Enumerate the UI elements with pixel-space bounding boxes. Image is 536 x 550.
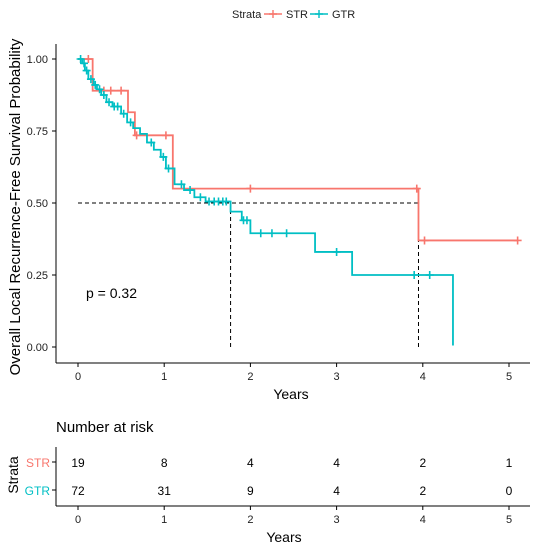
risk-x-ticks: 0 1 2 3 4 5 [75,506,512,526]
censor-mark-gtr [76,55,85,63]
legend-title: Strata [232,9,262,21]
censor-mark-gtr [99,91,108,99]
censor-mark-gtr [410,271,419,279]
censor-mark-gtr [119,109,128,118]
censor-mark-str [117,86,126,95]
censor-mark-gtr [177,180,186,189]
risk-cell: 4 [333,484,340,498]
km-curve-str [78,58,518,242]
risk-x-tick-label: 4 [420,514,426,526]
y-tick-label: 0.50 [27,198,48,210]
risk-x-tick-label: 5 [506,514,512,526]
censor-mark-gtr [186,186,195,195]
risk-cell: 19 [71,456,85,470]
risk-x-tick-label: 0 [75,514,81,526]
censor-mark-gtr [91,80,100,89]
censor-mark-gtr [95,85,104,94]
censor-mark-str [412,184,421,193]
x-tick-label: 2 [247,371,253,383]
censor-mark-str [161,131,170,140]
y-ticks: 0.00 0.25 0.50 0.75 1.00 [27,54,56,354]
risk-x-tick-label: 1 [161,514,167,526]
risk-table-x-title: Years [266,529,301,545]
risk-cell: 4 [247,456,254,470]
x-tick-label: 5 [506,371,512,383]
risk-row-label-gtr: GTR [25,484,51,498]
risk-cell: 2 [419,456,426,470]
legend-gtr-cross-icon [315,10,323,18]
censor-mark-gtr [242,216,251,225]
censor-mark-gtr [159,152,168,161]
censor-mark-gtr [113,102,122,111]
censor-mark-gtr [267,229,276,238]
risk-table-y-title: Strata [5,456,21,494]
risk-cell: 31 [158,484,172,498]
x-tick-label: 4 [420,371,426,383]
censor-mark-gtr [164,164,173,173]
censor-mark-gtr [256,229,265,238]
y-axis-title: Overall Local Recurrence-Free Survival P… [7,38,24,375]
censor-mark-gtr [86,75,95,84]
censor-mark-gtr [126,118,135,127]
risk-row-label-str: STR [26,456,50,470]
censor-mark-str [106,86,115,95]
censor-mark-gtr [425,271,434,279]
censor-mark-str [246,184,255,193]
x-axis-title: Years [273,386,308,402]
risk-cell: 9 [247,484,254,498]
censor-mark-gtr [80,59,89,68]
x-ticks: 0 1 2 3 4 5 [75,363,512,383]
censor-mark-gtr [105,98,114,107]
risk-cell: 1 [506,456,513,470]
km-plot: Overall Local Recurrence-Free Survival P… [7,38,530,402]
y-tick-label: 0.25 [27,270,48,282]
risk-cell: 2 [419,484,426,498]
censor-mark-gtr [196,193,205,202]
censor-mark-str [420,236,429,245]
censor-mark-str [513,236,522,245]
risk-cell: 8 [161,456,168,470]
censor-mark-gtr [222,197,231,206]
km-curve-gtr [78,58,454,346]
risk-x-tick-label: 2 [247,514,253,526]
survival-curves [76,55,522,346]
legend: Strata STR GTR [232,9,355,21]
risk-rows: STR 19 8 4 4 2 1 GTR 72 31 9 4 2 0 [25,456,513,498]
censor-mark-str [132,131,141,140]
risk-cell: 0 [506,484,513,498]
y-tick-label: 1.00 [27,54,48,66]
censor-mark-gtr [82,66,91,75]
legend-gtr-label: GTR [332,9,355,21]
censor-mark-str [84,55,93,63]
risk-x-tick-label: 3 [334,514,340,526]
legend-str-label: STR [286,9,308,21]
risk-cell: 4 [333,456,340,470]
x-tick-label: 1 [161,371,167,383]
censor-mark-gtr [147,138,156,147]
risk-table-title: Number at risk [56,419,154,436]
x-tick-label: 3 [334,371,340,383]
p-value-annotation: p = 0.32 [86,285,137,301]
risk-cell: 72 [71,484,85,498]
censor-mark-gtr [332,247,341,256]
legend-str-cross-icon [269,10,277,18]
censor-mark-gtr [282,229,291,238]
x-tick-label: 0 [75,371,81,383]
y-tick-label: 0.00 [27,342,48,354]
y-tick-label: 0.75 [27,126,48,138]
